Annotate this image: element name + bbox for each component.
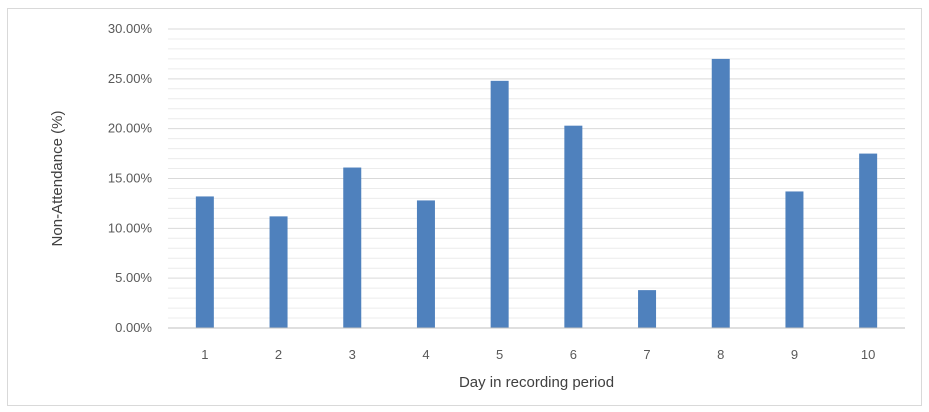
- x-tick-label: 8: [717, 347, 724, 362]
- x-tick-label: 6: [570, 347, 577, 362]
- bar-day-5: [490, 80, 509, 329]
- y-tick-label: 30.00%: [108, 21, 153, 36]
- x-tick-label: 2: [275, 347, 282, 362]
- bar-day-6: [564, 125, 583, 328]
- x-tick-label: 9: [791, 347, 798, 362]
- x-tick-label: 7: [643, 347, 650, 362]
- x-tick-label: 5: [496, 347, 503, 362]
- chart-frame: [7, 8, 922, 406]
- gridlines: [168, 28, 905, 319]
- x-tick-label: 1: [201, 347, 208, 362]
- y-tick-label: 0.00%: [115, 320, 152, 335]
- y-tick-label: 15.00%: [108, 171, 153, 186]
- bar-day-7: [638, 290, 657, 328]
- y-tick-label: 20.00%: [108, 121, 153, 136]
- bar-day-3: [343, 167, 362, 328]
- bar-day-8: [711, 58, 730, 329]
- x-tick-label: 4: [422, 347, 429, 362]
- y-tick-labels: 0.00% 5.00% 10.00% 15.00% 20.00% 25.00% 30.00%: [108, 21, 153, 335]
- bar-day-10: [859, 153, 878, 328]
- bar-day-2: [269, 216, 288, 328]
- bars: [195, 58, 878, 329]
- bar-day-9: [785, 191, 804, 328]
- y-tick-label: 10.00%: [108, 220, 153, 235]
- x-tick-labels: 1 2 3 4 5 6 7 8 9 10: [201, 347, 875, 362]
- y-tick-label: 25.00%: [108, 71, 153, 86]
- x-tick-label: 10: [861, 347, 875, 362]
- bar-day-4: [416, 200, 435, 328]
- y-axis-title: Non-Attendance (%): [49, 111, 66, 247]
- x-tick-label: 3: [349, 347, 356, 362]
- x-axis-title: Day in recording period: [459, 374, 614, 391]
- bar-day-1: [195, 196, 214, 328]
- y-tick-label: 5.00%: [115, 270, 152, 285]
